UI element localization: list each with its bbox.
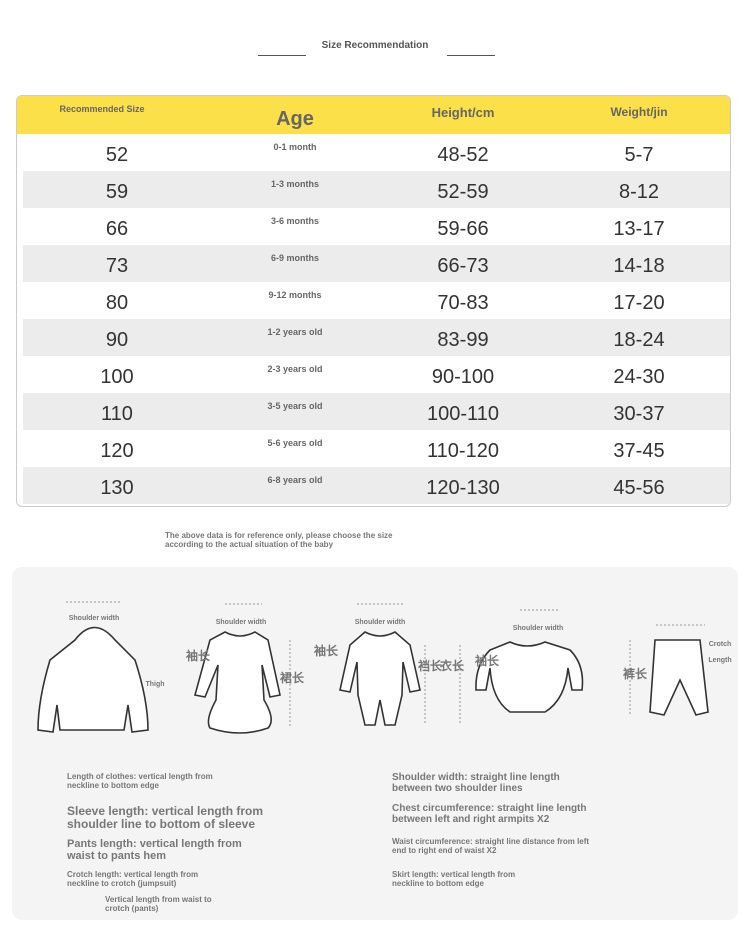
table-cell: 18-24 bbox=[613, 329, 665, 351]
table-cell: 37-45 bbox=[613, 440, 665, 462]
table-cell: 45-56 bbox=[613, 477, 665, 499]
age-cell: 6-8 years old bbox=[267, 475, 323, 485]
size-table: Recommended Size Age Height/cm Weight/jin 52… bbox=[16, 95, 731, 507]
table-cell: 100-110 bbox=[427, 403, 499, 425]
table-cell: 13-17 bbox=[613, 218, 665, 240]
row-bg bbox=[17, 430, 730, 467]
header-cell: Height/cm bbox=[431, 105, 495, 120]
table-cell: 66-73 bbox=[437, 255, 489, 277]
row-bg bbox=[17, 282, 730, 319]
table-cell: 83-99 bbox=[437, 329, 489, 351]
table-cell: 120 bbox=[100, 440, 134, 462]
table-cell: 80 bbox=[105, 292, 129, 314]
diagram-label: Crotch bbox=[709, 641, 732, 648]
diagram-label: Shoulder width bbox=[69, 615, 120, 622]
diagram-label: Thigh bbox=[145, 681, 164, 688]
table-cell: 90 bbox=[105, 329, 129, 351]
diagram-label: 裤长 bbox=[623, 666, 648, 681]
title: Size Recommendation bbox=[321, 40, 429, 51]
diagram-label: 裆长 bbox=[418, 658, 443, 673]
table-cell: 90-100 bbox=[431, 366, 495, 388]
row-bg bbox=[23, 171, 730, 208]
title-rule bbox=[258, 55, 306, 56]
header-cell: Recommended Size bbox=[59, 104, 145, 114]
definition: Skirt length: vertical length from neckl… bbox=[392, 870, 516, 888]
definition: Chest circumference: straight line lengt… bbox=[392, 803, 587, 825]
age-cell: 5-6 years old bbox=[267, 438, 323, 448]
header-bar bbox=[17, 96, 730, 134]
row-bg bbox=[23, 319, 730, 356]
table-cell: 48-52 bbox=[437, 144, 489, 166]
age-cell: 1-2 years old bbox=[267, 327, 323, 337]
table-cell: 24-30 bbox=[613, 366, 665, 388]
definition: Vertical length from waist to crotch (pa… bbox=[105, 895, 212, 913]
table-cell: 66 bbox=[105, 218, 129, 240]
definition: Crotch length: vertical length from neck… bbox=[67, 870, 199, 888]
age-cell: 9-12 months bbox=[268, 290, 322, 300]
definition: Pants length: vertical length from waist… bbox=[67, 838, 242, 862]
note: The above data is for reference only, pl… bbox=[165, 531, 393, 549]
table-cell: 70-83 bbox=[437, 292, 489, 314]
table-cell: 30-37 bbox=[613, 403, 665, 425]
table-cell: 14-18 bbox=[613, 255, 665, 277]
diagram-label: Shoulder width bbox=[216, 619, 267, 626]
diagram-label: 裙长 bbox=[279, 670, 305, 685]
table-cell: 120-130 bbox=[426, 477, 500, 499]
row-bg bbox=[17, 134, 730, 171]
age-cell: 0-1 month bbox=[273, 142, 317, 152]
title-rule bbox=[447, 55, 495, 56]
table-cell: 130 bbox=[100, 477, 134, 499]
definition: Shoulder width: straight line length bet… bbox=[392, 772, 560, 794]
table-cell: 110 bbox=[101, 403, 133, 425]
row-bg bbox=[23, 467, 730, 504]
diagram-label: 袖长 bbox=[475, 653, 500, 668]
diagram-panel bbox=[12, 567, 738, 920]
table-cell: 52 bbox=[105, 144, 129, 166]
definition: Sleeve length: vertical length from shou… bbox=[67, 804, 264, 831]
table-cell: 110-120 bbox=[427, 440, 499, 462]
age-cell: 3-6 months bbox=[270, 216, 319, 226]
table-cell: 17-20 bbox=[613, 292, 665, 314]
table-cell: 59-66 bbox=[437, 218, 489, 240]
age-cell: 6-9 months bbox=[270, 253, 319, 263]
row-bg bbox=[17, 356, 730, 393]
header-cell: Weight/jin bbox=[610, 105, 668, 119]
header-cell: Age bbox=[276, 108, 314, 130]
table-cell: 73 bbox=[105, 255, 129, 277]
table-cell: 5-7 bbox=[624, 144, 654, 166]
diagram-label: 衣长 bbox=[440, 658, 465, 673]
age-cell: 3-5 years old bbox=[267, 401, 323, 411]
row-bg bbox=[17, 208, 730, 245]
definition: Waist circumference: straight line dista… bbox=[392, 837, 590, 855]
diagram-label: 袖长 bbox=[186, 648, 211, 663]
diagram-label: 袖长 bbox=[314, 643, 339, 658]
diagram-label: Length bbox=[708, 657, 731, 664]
row-bg bbox=[23, 393, 730, 430]
row-bg bbox=[23, 245, 730, 282]
table-cell: 100 bbox=[100, 366, 134, 388]
age-cell: 1-3 months bbox=[270, 179, 319, 189]
definition: Length of clothes: vertical length from … bbox=[67, 772, 213, 790]
age-cell: 2-3 years old bbox=[267, 364, 323, 374]
diagram-label: Shoulder width bbox=[513, 625, 564, 632]
table-cell: 8-12 bbox=[618, 181, 660, 203]
table-cell: 52-59 bbox=[437, 181, 489, 203]
diagram-label: Shoulder width bbox=[355, 619, 406, 626]
table-cell: 59 bbox=[105, 181, 129, 203]
